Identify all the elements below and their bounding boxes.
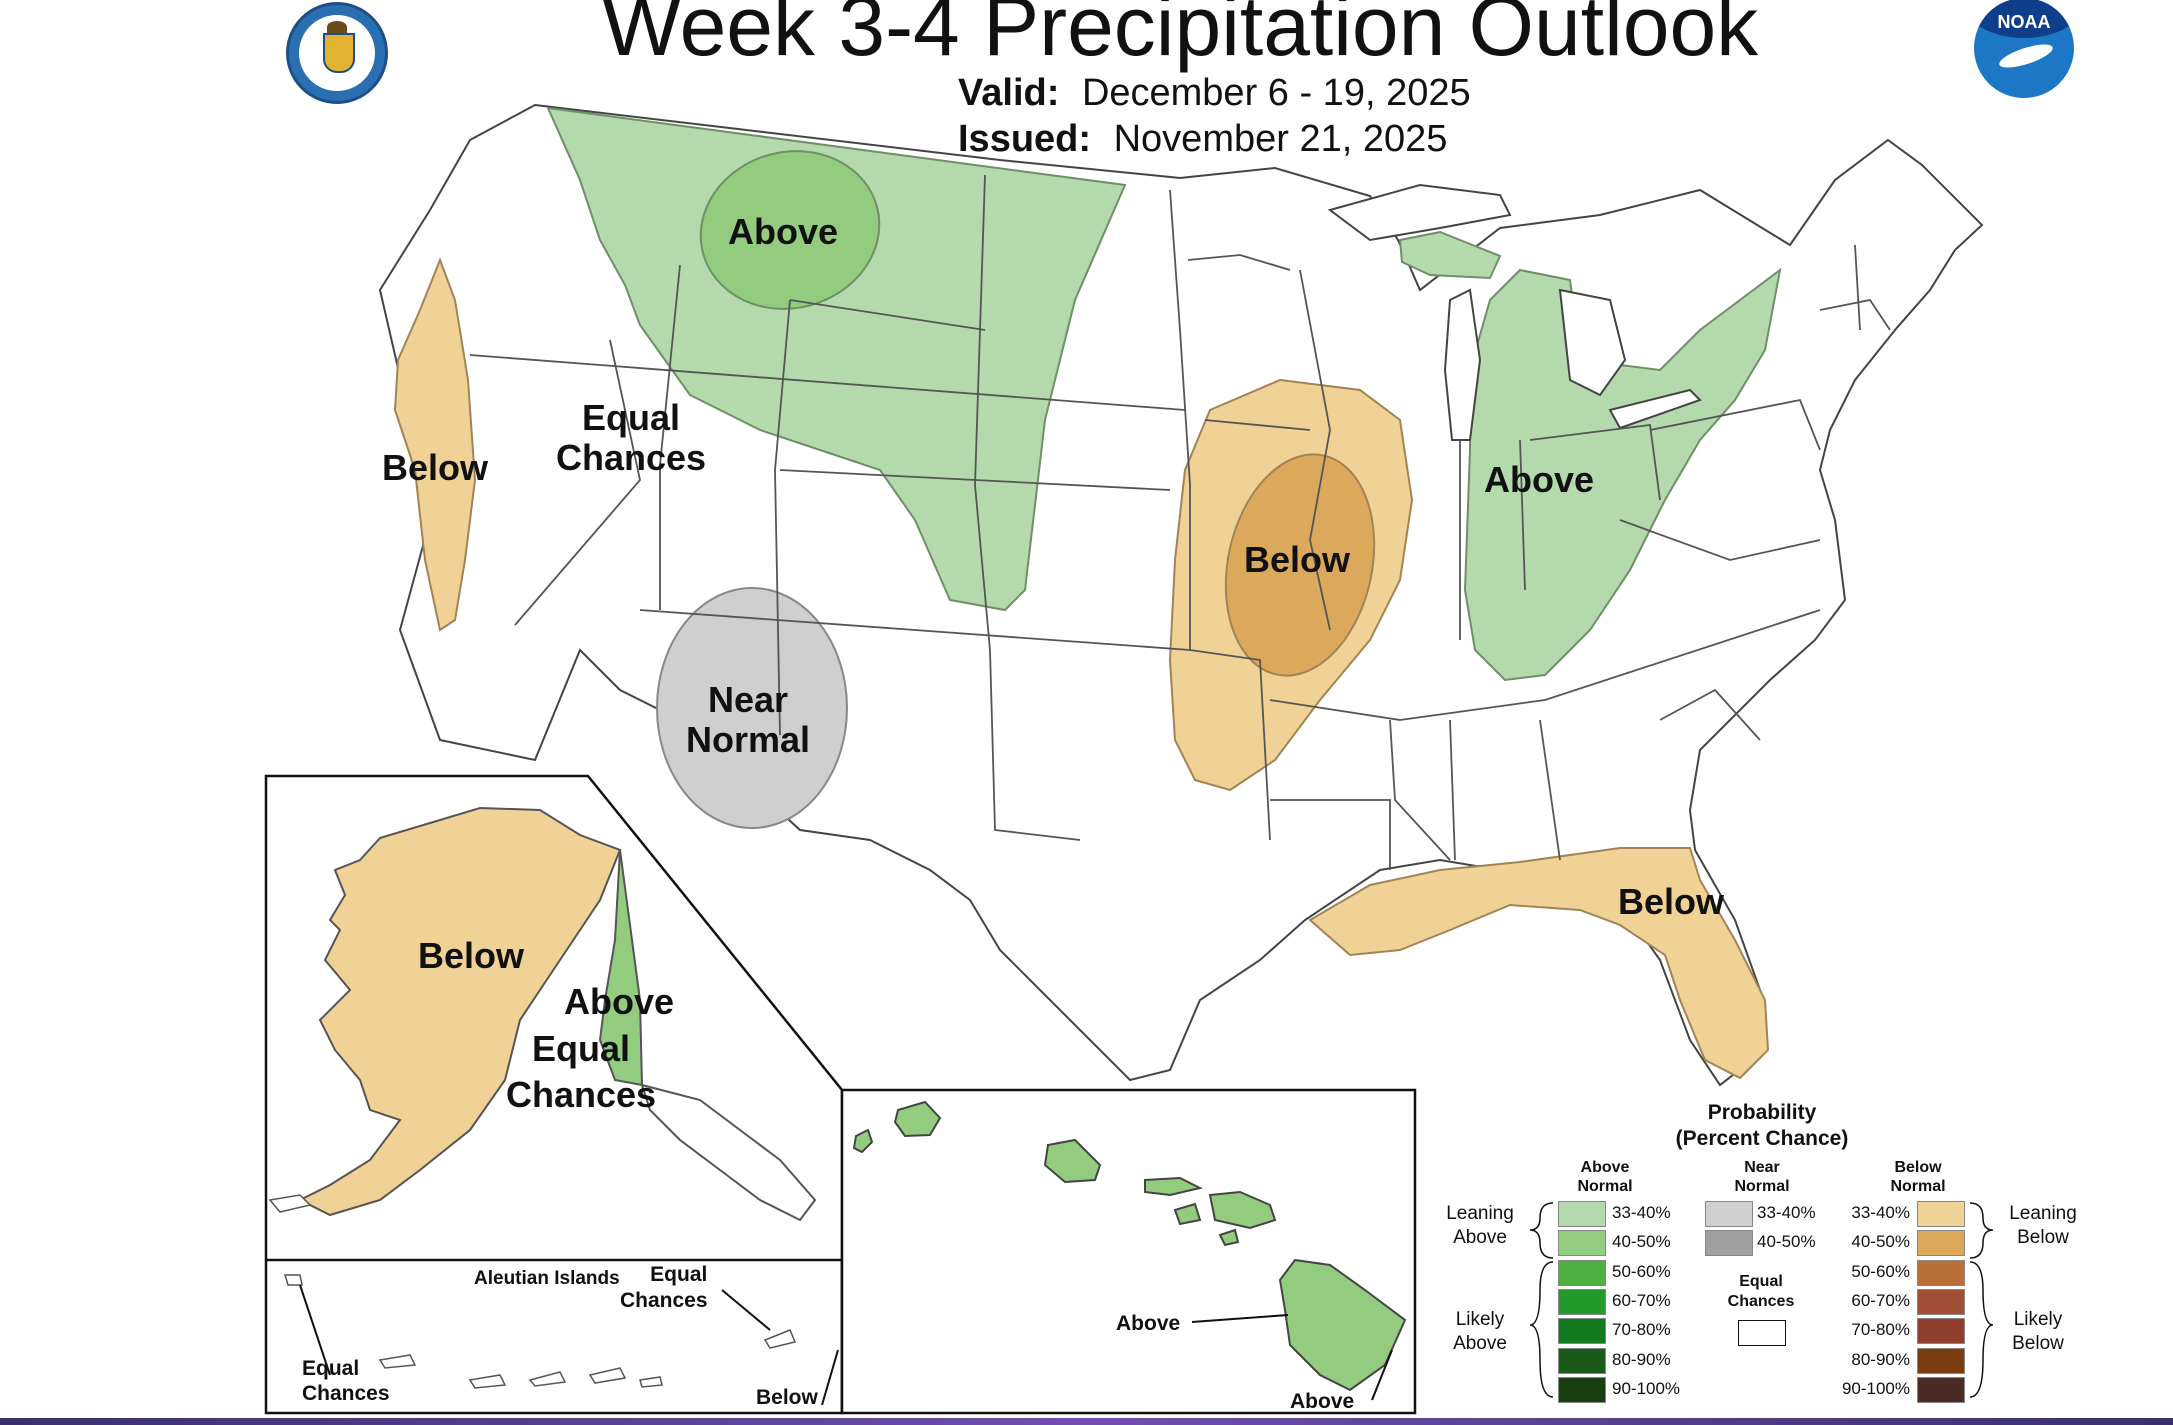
legend-equal-chances-swatch xyxy=(1738,1320,1786,1346)
legend-brace-leaning-above xyxy=(1529,1202,1554,1259)
legend-header-above: Above Normal xyxy=(1577,1159,1633,1196)
issued-value: November 21, 2025 xyxy=(1113,118,1448,160)
label-aleutian-equal-left: Equal Chances xyxy=(302,1357,390,1406)
legend-above-swatch-2 xyxy=(1558,1230,1606,1257)
below-west-coast-region xyxy=(393,257,477,632)
legend-brace-likely-above xyxy=(1529,1261,1554,1398)
label-aleutian-below: Below xyxy=(756,1386,818,1409)
legend-title: Probability (Percent Chance) xyxy=(1675,1101,1849,1151)
lake-huron xyxy=(1558,288,1627,397)
legend-below-swatch-7 xyxy=(1917,1376,1965,1403)
legend-near-range-1: 33-40% xyxy=(1757,1203,1816,1222)
legend-below-range-4: 60-70% xyxy=(1851,1290,1910,1310)
legend-above-range-3: 50-60% xyxy=(1612,1261,1671,1281)
legend-above-swatch-4 xyxy=(1558,1288,1606,1315)
aleutian-leader-1 xyxy=(299,1284,331,1376)
legend-header-below: Below Normal xyxy=(1890,1159,1946,1196)
legend-header-near: Near Normal xyxy=(1734,1159,1790,1196)
noaa-logo: NOAA xyxy=(1974,0,2074,98)
label-hawaii-above-2: Above xyxy=(1290,1390,1355,1413)
legend-below-swatch-2 xyxy=(1917,1230,1965,1257)
hawaii-leader-1 xyxy=(1191,1314,1289,1323)
aleutian-islands xyxy=(268,1194,797,1389)
legend-above-range-2: 40-50% xyxy=(1612,1232,1671,1252)
commerce-seal xyxy=(286,2,388,104)
legend-above-swatch-6 xyxy=(1558,1347,1606,1374)
above-northwest-core xyxy=(699,150,881,310)
above-upper-peninsula xyxy=(1398,230,1502,280)
legend-near-range-2: 40-50% xyxy=(1757,1232,1816,1252)
legend-below-range-6: 80-90% xyxy=(1851,1349,1910,1369)
legend-below-swatch-6 xyxy=(1917,1347,1965,1374)
label-below-midwest: Below xyxy=(1244,539,1351,580)
window-bottom-bar xyxy=(0,1418,2173,1425)
label-equal-chances: Equal Chances xyxy=(556,397,707,479)
alaska-panhandle xyxy=(640,1083,817,1222)
below-midwest-core xyxy=(1224,453,1376,677)
noaa-logo-text: NOAA xyxy=(1997,12,2051,32)
label-alaska-above: Above xyxy=(564,981,675,1022)
hawaiian-islands xyxy=(852,1100,1407,1392)
legend-likely-above: Likely Above xyxy=(1453,1309,1507,1354)
legend-above-range-1: 33-40% xyxy=(1612,1203,1671,1222)
legend-leaning-above: Leaning Above xyxy=(1446,1203,1514,1248)
alaska-below-region xyxy=(297,806,622,1217)
label-aleutian-title: Aleutian Islands xyxy=(474,1268,620,1289)
valid-line: Valid: December 6 - 19, 2025 xyxy=(958,72,1471,115)
label-near-normal: Near Normal xyxy=(686,679,811,761)
aleutian-leader-2 xyxy=(721,1289,771,1331)
legend-equal-chances: Equal Chances xyxy=(1727,1273,1795,1310)
legend-below-swatch-5 xyxy=(1917,1318,1965,1345)
valid-label: Valid: xyxy=(958,72,1060,114)
label-alaska-equal: Equal Chances xyxy=(506,1028,657,1116)
legend-above-swatch-7 xyxy=(1558,1376,1606,1403)
label-alaska-below: Below xyxy=(418,935,525,976)
legend-brace-leaning-below xyxy=(1969,1202,1994,1259)
legend-below-swatch-1 xyxy=(1917,1201,1965,1227)
legend-below-range-2: 40-50% xyxy=(1851,1232,1910,1252)
above-ohio-valley-region xyxy=(1463,267,1782,682)
legend-above-range-6: 80-90% xyxy=(1612,1349,1671,1369)
legend-likely-below: Likely Below xyxy=(2012,1309,2064,1354)
label-hawaii-above-1: Above xyxy=(1116,1312,1181,1335)
near-normal-region xyxy=(656,587,848,829)
lake-superior xyxy=(1327,183,1512,242)
legend-above-swatch-5 xyxy=(1558,1318,1606,1345)
label-aleutian-equal-right: Equal Chances xyxy=(620,1263,708,1313)
legend-below-range-3: 50-60% xyxy=(1851,1261,1910,1281)
legend-below-range-5: 70-80% xyxy=(1851,1320,1910,1340)
issued-label: Issued: xyxy=(958,118,1092,160)
page-title: Week 3-4 Precipitation Outlook xyxy=(601,0,1759,73)
legend-above-range-5: 70-80% xyxy=(1612,1320,1671,1340)
issued-line: Issued: November 21, 2025 xyxy=(958,118,1447,161)
legend-below-range-7: 90-100% xyxy=(1841,1378,1910,1398)
below-southeast-region xyxy=(1308,847,1770,1080)
hawaii-leader-2 xyxy=(1371,1349,1393,1401)
legend-below-swatch-3 xyxy=(1917,1259,1965,1286)
valid-value: December 6 - 19, 2025 xyxy=(1081,72,1471,114)
lake-michigan xyxy=(1443,288,1482,441)
aleutian-leader-3 xyxy=(821,1349,839,1406)
legend-leaning-below: Leaning Below xyxy=(2009,1203,2077,1248)
state-borders xyxy=(469,174,1891,870)
legend-above-swatch-1 xyxy=(1558,1201,1606,1227)
legend-above-swatch-3 xyxy=(1558,1259,1606,1286)
alaska-above-region xyxy=(598,849,644,1087)
legend-below-swatch-4 xyxy=(1917,1288,1965,1315)
label-below-southeast: Below xyxy=(1618,881,1725,922)
legend-brace-likely-below xyxy=(1969,1261,1994,1398)
legend-near-swatch-2 xyxy=(1705,1230,1753,1257)
label-above-northwest: Above xyxy=(728,211,839,252)
lake-erie xyxy=(1608,388,1702,430)
label-below-west-coast: Below xyxy=(382,447,489,488)
legend-near-swatch-1 xyxy=(1705,1201,1753,1227)
legend-below-range-1: 33-40% xyxy=(1851,1203,1910,1222)
label-above-ohio-valley: Above xyxy=(1484,459,1595,500)
legend-above-range-4: 60-70% xyxy=(1612,1290,1671,1310)
above-northwest-region xyxy=(546,106,1127,612)
legend-above-range-7: 90-100% xyxy=(1612,1378,1681,1398)
